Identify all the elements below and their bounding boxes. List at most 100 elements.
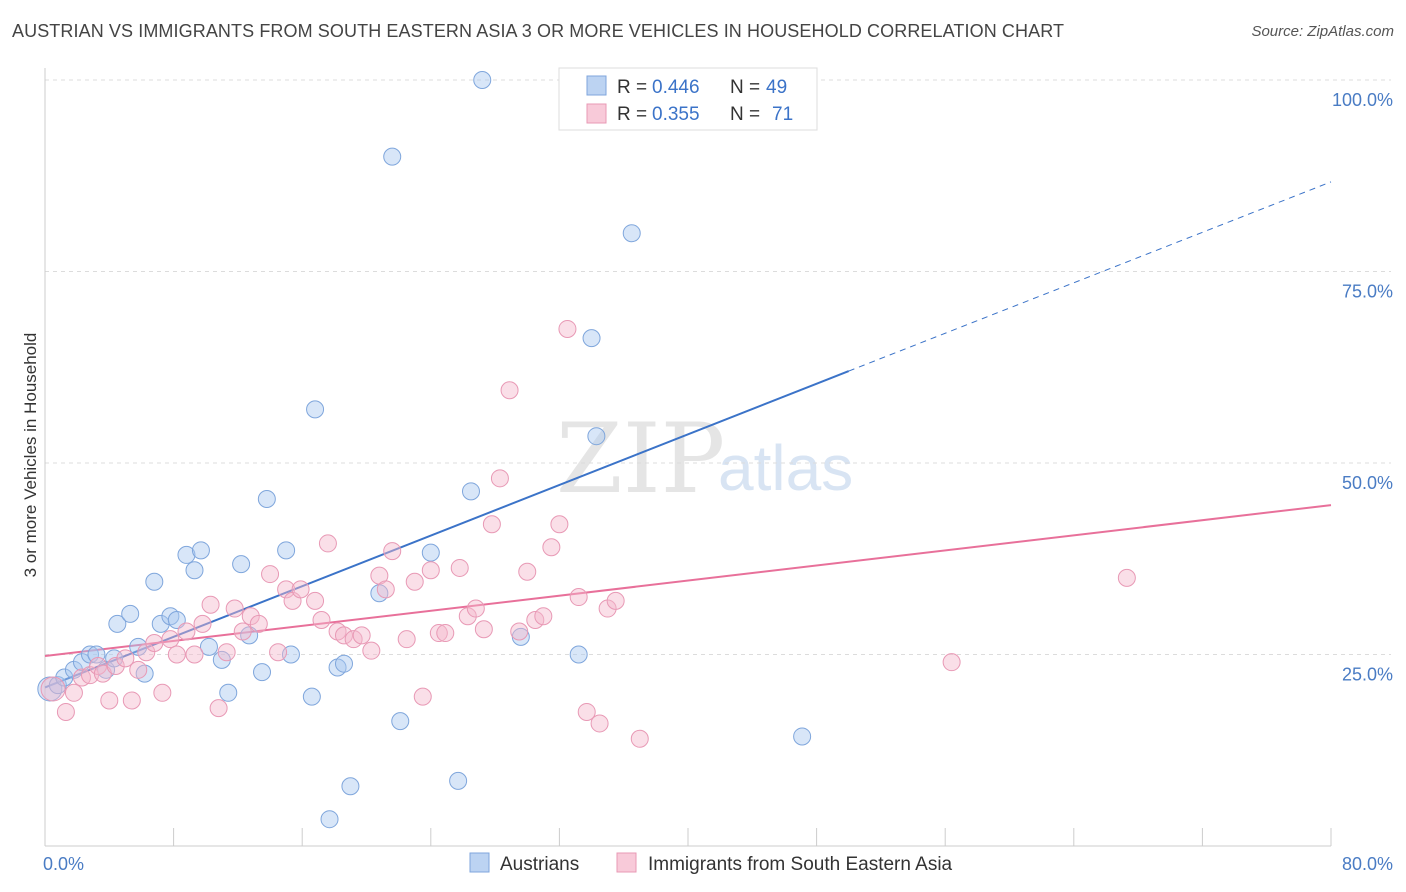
- immigrants-point: [306, 591, 325, 610]
- legend-r-value-1: 0.446: [652, 77, 700, 98]
- immigrants-point: [56, 702, 75, 721]
- immigrants-point: [209, 699, 228, 718]
- immigrants-point: [630, 729, 649, 748]
- legend-r-label-2: R =: [617, 104, 647, 125]
- austrians-point: [191, 541, 210, 560]
- gridlines: [45, 79, 1391, 655]
- immigrants-point: [1117, 568, 1136, 587]
- immigrants-point: [291, 580, 310, 599]
- immigrants-point: [106, 656, 125, 675]
- immigrants-point: [261, 565, 280, 584]
- immigrants-point: [405, 572, 424, 591]
- immigrants-point: [397, 630, 416, 649]
- austrians-point: [569, 645, 588, 664]
- legend-n-label-1: N =: [730, 77, 760, 98]
- immigrants-point: [590, 714, 609, 733]
- immigrants-point: [334, 626, 353, 645]
- immigrants-point: [413, 687, 432, 706]
- immigrants-point: [436, 624, 455, 643]
- austrians-point: [421, 543, 440, 562]
- austrians-point: [473, 71, 492, 89]
- austrians-point: [121, 604, 140, 623]
- immigrants-point: [352, 626, 371, 645]
- legend-label-immigrants: Immigrants from South Eastern Asia: [648, 854, 953, 875]
- immigrants-point: [161, 630, 180, 649]
- immigrants-point: [450, 558, 469, 577]
- austrians-point: [185, 561, 204, 580]
- immigrants-point: [277, 580, 296, 599]
- legend-swatch-immigrants: [616, 852, 637, 873]
- immigrants-point: [466, 599, 485, 618]
- legend-n-label-2: N =: [730, 104, 760, 125]
- x-tick-label: 0.0%: [43, 854, 84, 874]
- austrians-point: [257, 490, 276, 509]
- immigrants-trendline: [44, 504, 1332, 658]
- immigrants-point: [249, 614, 268, 633]
- immigrants-point: [318, 534, 337, 553]
- immigrants-point: [122, 691, 141, 710]
- immigrants-point: [233, 622, 252, 641]
- austrians-point: [582, 329, 601, 348]
- immigrants-point: [312, 611, 331, 630]
- immigrants-point: [500, 381, 519, 400]
- legend-swatch-blue: [586, 75, 607, 96]
- immigrants-point: [606, 591, 625, 610]
- immigrants-point: [510, 622, 529, 641]
- legend-r-label-1: R =: [617, 77, 647, 98]
- austrians-point: [341, 777, 360, 796]
- austrians-point: [145, 572, 164, 591]
- legend-r-value-2: 0.355: [652, 104, 700, 125]
- immigrants-point: [429, 624, 448, 643]
- immigrants-point: [542, 538, 561, 557]
- y-axis-label: 3 or more Vehicles in Household: [21, 333, 40, 578]
- austrians-point: [334, 654, 353, 673]
- immigrants-point: [942, 653, 961, 672]
- austrians-point: [253, 663, 272, 682]
- immigrants-point: [518, 562, 537, 581]
- austrians-point: [622, 224, 641, 243]
- austrians-point: [461, 482, 480, 501]
- austrians-point: [177, 545, 196, 564]
- immigrants-point: [177, 622, 196, 641]
- immigrants-point: [129, 660, 148, 679]
- austrians-point: [87, 645, 106, 664]
- immigrants-point: [217, 643, 236, 662]
- immigrants-point: [225, 599, 244, 618]
- immigrants-point: [269, 643, 288, 662]
- immigrants-point: [201, 595, 220, 614]
- immigrants-point: [100, 691, 119, 710]
- immigrants-point: [569, 588, 588, 607]
- immigrants-point: [558, 319, 577, 338]
- watermark-zip: ZIP: [556, 403, 725, 515]
- immigrants-point: [185, 645, 204, 664]
- watermark-atlas: atlas: [718, 432, 853, 504]
- legend-n-value-1: 49: [766, 77, 787, 98]
- austrians-point: [232, 555, 251, 574]
- austrians-point: [277, 541, 296, 560]
- austrians-point: [219, 683, 238, 702]
- austrians-point: [793, 727, 812, 746]
- immigrants-point: [376, 580, 395, 599]
- immigrants-point: [64, 683, 83, 702]
- immigrants-point: [153, 683, 172, 702]
- immigrants-point: [167, 645, 186, 664]
- source-label: Source: ZipAtlas.com: [1251, 23, 1394, 40]
- series-legend: Austrians Immigrants from South Eastern …: [469, 852, 953, 875]
- immigrants-point: [550, 515, 569, 534]
- austrians-point: [383, 147, 402, 166]
- immigrants-point: [40, 676, 66, 702]
- chart-title: AUSTRIAN VS IMMIGRANTS FROM SOUTH EASTER…: [12, 21, 1065, 41]
- stats-legend: R = 0.446 N = 49 R = 0.355 N = 71: [558, 67, 818, 131]
- axes: 25.0% 50.0% 75.0% 100.0% 0.0% 80.0%: [43, 68, 1393, 874]
- austrians-point: [391, 712, 410, 731]
- immigrants-point: [145, 634, 164, 653]
- immigrants-point: [116, 649, 135, 668]
- x-tick-label: 80.0%: [1342, 854, 1393, 874]
- austrians-trendline-extension: [848, 181, 1332, 372]
- austrians-point: [302, 687, 321, 706]
- austrians-point: [320, 810, 339, 829]
- immigrants-point: [193, 614, 212, 633]
- legend-n-value-2: 71: [772, 104, 793, 125]
- immigrants-point: [474, 620, 493, 639]
